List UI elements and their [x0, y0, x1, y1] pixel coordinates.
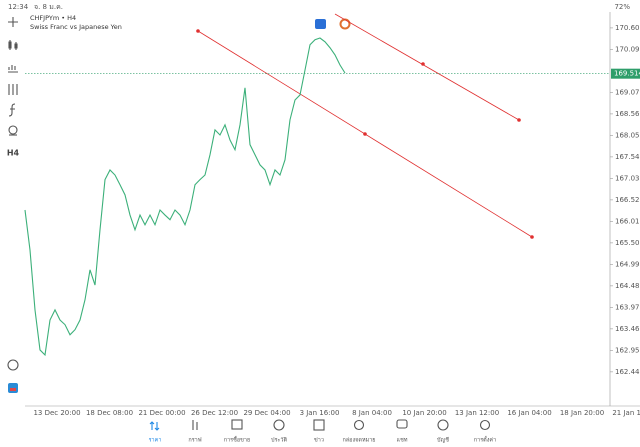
one-click-button[interactable] [315, 19, 326, 29]
trend-point[interactable] [196, 29, 200, 33]
y-tick-label: 168.050 [615, 131, 640, 139]
trend-point[interactable] [363, 132, 367, 136]
x-tick-label: 10 Jan 20:00 [402, 409, 446, 417]
nav-item[interactable]: ประวัติ [271, 437, 287, 444]
status-time: 12:34 [8, 3, 29, 11]
signal-button[interactable] [339, 18, 351, 30]
y-tick-label: 162.440 [615, 368, 640, 376]
indicators-tool[interactable] [8, 65, 18, 73]
price-line [24, 37, 346, 357]
symbol-subtitle: Swiss Franc vs Japanese Yen [30, 23, 122, 31]
nav-item[interactable]: กล่องจดหมาย [342, 438, 375, 444]
trend-point[interactable] [517, 118, 521, 122]
y-tick-label: 164.480 [615, 282, 640, 290]
x-tick-label: 8 Jan 04:00 [352, 409, 392, 417]
current-price-box [611, 68, 640, 79]
nav-item[interactable]: การซื้อขาย [224, 436, 250, 444]
nav-item[interactable]: บัญชี [437, 437, 449, 444]
settings-tool[interactable] [8, 84, 18, 95]
y-tick-label: 167.540 [615, 153, 640, 161]
chart-buttons [315, 18, 351, 30]
trend-lines [196, 13, 534, 239]
status-date: จ. 8 ม.ค. [34, 3, 63, 11]
objects-tool[interactable] [8, 125, 18, 136]
y-tick-label: 168.560 [615, 110, 640, 118]
x-tick-label: 21 Jan 12:00 [612, 409, 640, 417]
x-tick-label: 16 Jan 04:00 [507, 409, 551, 417]
y-tick-label: 170.090 [615, 45, 640, 53]
x-tick-label: 18 Dec 08:00 [86, 409, 133, 417]
trend-line[interactable] [334, 13, 520, 121]
x-tick-label: 21 Dec 00:00 [138, 409, 185, 417]
y-tick-label: 162.950 [615, 346, 640, 354]
y-tick-label: 167.030 [615, 174, 640, 182]
left-toolbar: H4 [7, 17, 20, 393]
x-tick-label: 26 Dec 12:00 [191, 409, 238, 417]
zoom-tool[interactable] [7, 359, 19, 371]
nav-item[interactable]: ราคา [149, 438, 162, 444]
x-tick-label: 3 Jan 16:00 [300, 409, 340, 417]
trend-point[interactable] [421, 62, 425, 66]
nav-item[interactable]: แชท [397, 437, 408, 444]
nav-item[interactable]: ข่าว [314, 438, 324, 444]
symbol-title: CHFJPYm • H4 [30, 14, 76, 22]
y-tick-label: 170.600 [615, 24, 640, 32]
trend-point[interactable] [530, 235, 534, 239]
y-tick-label: 164.990 [615, 260, 640, 268]
y-tick-label: 166.520 [615, 196, 640, 204]
x-tick-label: 13 Jan 12:00 [455, 409, 499, 417]
bottom-nav [149, 419, 491, 431]
x-tick-label: 13 Dec 20:00 [33, 409, 80, 417]
status-battery: 72% [614, 3, 630, 11]
y-tick-label: 165.500 [615, 239, 640, 247]
x-tick-label: 18 Jan 20:00 [560, 409, 604, 417]
chart-type-tool[interactable] [8, 40, 18, 50]
nav-item[interactable]: กราฟ [188, 437, 201, 444]
y-tick-label: 163.970 [615, 303, 640, 311]
trade-tool[interactable] [8, 383, 18, 393]
crosshair-tool[interactable] [8, 17, 18, 27]
x-tick-label: 29 Dec 04:00 [243, 409, 290, 417]
y-tick-label: 166.010 [615, 217, 640, 225]
function-tool[interactable] [8, 103, 16, 117]
y-tick-label: 169.070 [615, 88, 640, 96]
timeframe-button[interactable]: H4 [7, 149, 20, 158]
y-tick-label: 163.460 [615, 325, 640, 333]
current-price-label: 169.514 [614, 70, 640, 78]
nav-item[interactable]: การตั้งค่า [474, 436, 496, 444]
